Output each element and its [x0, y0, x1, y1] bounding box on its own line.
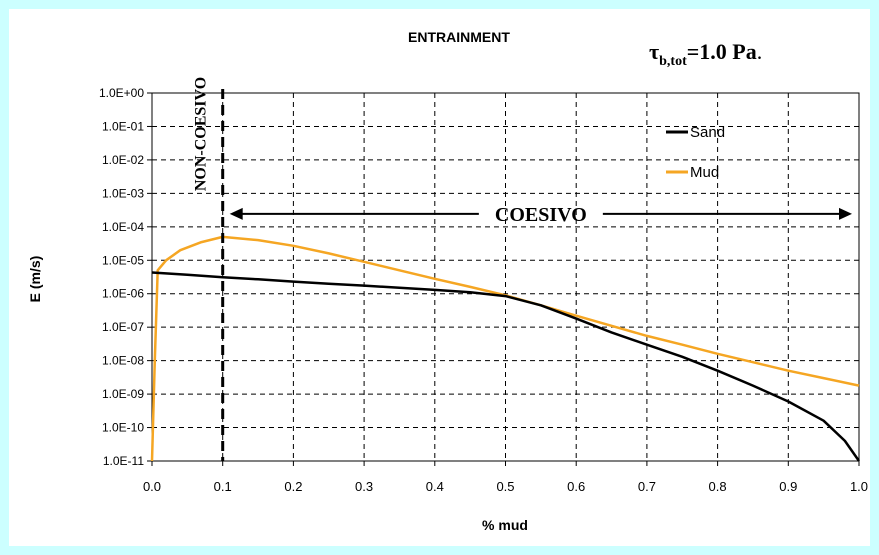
chart-title: ENTRAINMENT: [408, 29, 510, 45]
legend-label-mud: Mud: [690, 164, 719, 181]
x-tick-label: 0.6: [567, 479, 585, 494]
x-tick-label: 0.5: [496, 479, 514, 494]
annotations: NON-COESIVO COESIVO: [193, 77, 852, 461]
x-tick-label: 0.4: [426, 479, 444, 494]
x-tick-label: 1.0: [850, 479, 868, 494]
coesivo-arrow-left-head: [229, 207, 243, 220]
y-tick-label: 1.0E-03: [102, 186, 144, 200]
x-axis-ticks: 0.0 0.1 0.2 0.3 0.4 0.5 0.6 0.7 0.8 0.9 1.0: [143, 461, 868, 494]
y-axis-ticks: 1.0E+00 1.0E-01 1.0E-02 1.0E-03 1.0E-04 1.0E-…: [99, 86, 152, 468]
series-layer: [150, 235, 861, 462]
y-axis-label: E (m/s): [27, 256, 43, 303]
y-tick-label: 1.0E+00: [99, 86, 144, 100]
series-line-mud: [150, 235, 860, 462]
coesivo-arrow-right-head: [839, 207, 852, 220]
tau-symbol: τ: [649, 39, 659, 64]
x-tick-label: 0.3: [355, 479, 373, 494]
x-tick-label: 0.8: [709, 479, 727, 494]
x-tick-label: 0.9: [779, 479, 797, 494]
tau-annotation: τb,tot=1.0 Pa.: [649, 39, 762, 69]
x-tick-label: 0.0: [143, 479, 161, 494]
legend-label-sand: Sand: [690, 124, 725, 141]
tau-subscript: b,tot: [659, 54, 687, 69]
y-tick-label: 1.0E-10: [102, 421, 144, 435]
grid-lines: [152, 93, 859, 461]
y-tick-label: 1.0E-05: [102, 253, 144, 267]
y-tick-label: 1.0E-07: [102, 320, 144, 334]
y-tick-label: 1.0E-04: [102, 220, 144, 234]
x-tick-label: 0.1: [214, 479, 232, 494]
tau-value: =1.0 Pa: [687, 39, 757, 64]
x-tick-label: 0.7: [638, 479, 656, 494]
tau-period: .: [757, 39, 763, 64]
series-line-sand: [151, 271, 861, 462]
y-tick-label: 1.0E-11: [103, 454, 144, 468]
y-tick-label: 1.0E-06: [102, 287, 144, 301]
y-tick-label: 1.0E-09: [102, 387, 144, 401]
entrainment-chart: 0.0 0.1 0.2 0.3 0.4 0.5 0.6 0.7 0.8 0.9 1.0 1.0E+0…: [27, 29, 868, 533]
y-tick-label: 1.0E-02: [102, 153, 144, 167]
x-tick-label: 0.2: [284, 479, 302, 494]
non-coesivo-label: NON-COESIVO: [193, 77, 210, 191]
y-tick-label: 1.0E-01: [102, 119, 144, 133]
chart-panel: 0.0 0.1 0.2 0.3 0.4 0.5 0.6 0.7 0.8 0.9 1.0 1.0E+0…: [9, 9, 870, 546]
y-tick-label: 1.0E-08: [102, 354, 144, 368]
x-axis-label: % mud: [482, 517, 528, 533]
coesivo-label: COESIVO: [495, 204, 587, 226]
legend: Sand Mud: [666, 124, 725, 181]
